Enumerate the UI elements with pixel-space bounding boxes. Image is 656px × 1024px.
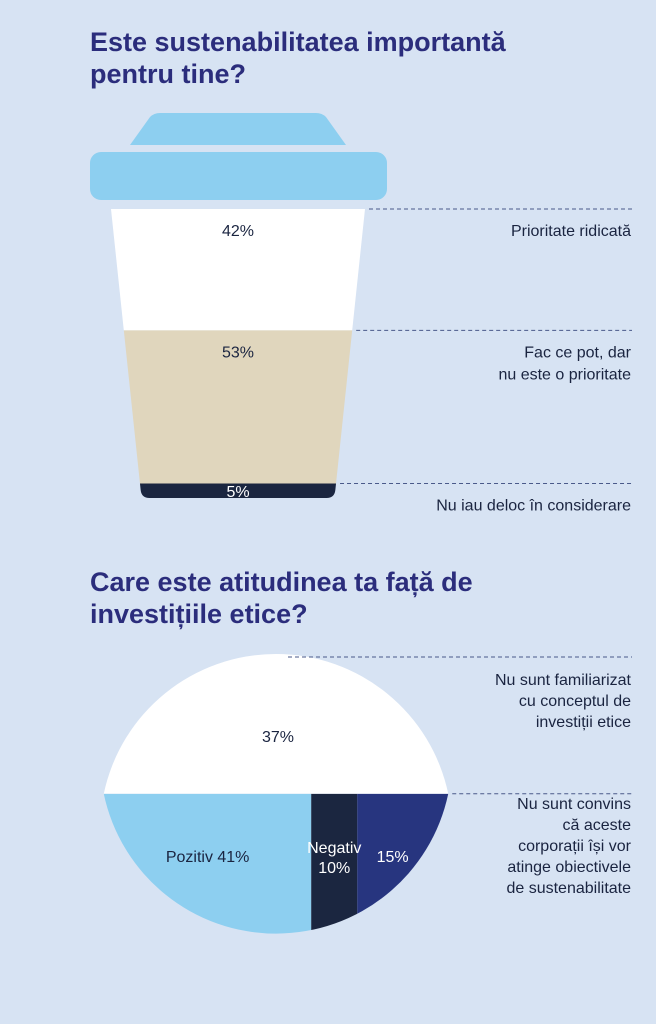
pie-slice-nu-3: [357, 793, 449, 934]
pie-category-label-unfamiliar: Nu sunt familiarizat: [495, 672, 632, 689]
cup-category-label-3: Nu iau deloc în considerare: [436, 498, 631, 515]
cup-segment-1: [111, 209, 365, 331]
pie-category-label-unconvinced: de sustenabilitate: [506, 880, 631, 897]
pie-category-label-unconvinced: Nu sunt convins: [517, 796, 631, 813]
pie-value-label-2: 10%: [318, 860, 350, 877]
cup-value-label-2: 53%: [222, 344, 254, 361]
pie-category-label-unconvinced: atinge obiectivele: [507, 859, 631, 876]
pie-value-label-2: Negativ: [307, 840, 361, 857]
pie-slice-pozitiv-1: [103, 793, 312, 934]
cup-segment-2: [123, 330, 353, 484]
pie-chart: 37% Pozitiv 41% Negativ 10% 15% Nu sunt famil…: [103, 653, 632, 934]
pie-value-label-unfamiliar: 37%: [262, 729, 294, 746]
pie-value-label-1: Pozitiv 41%: [166, 849, 250, 866]
cup-lid: [90, 152, 387, 200]
cup-lid-top: [130, 113, 346, 145]
pie-lower-region: [103, 793, 449, 934]
pie-category-label-unconvinced: că aceste: [563, 817, 632, 834]
cup-category-label-2: Fac ce pot, dar: [524, 344, 631, 361]
cup-category-label-1: Prioritate ridicată: [511, 223, 631, 240]
pie-slice-negativ-2: [311, 793, 358, 934]
cup-category-label-2: nu este o prioritate: [498, 366, 631, 383]
pie-chart-title: Care este atitudinea ta față de investiț…: [90, 567, 473, 629]
pie-slice-unfamiliar: [103, 653, 449, 794]
cup-segment-3: [139, 483, 337, 498]
cup-value-label-3: 5%: [226, 484, 249, 501]
cup-chart-title: Este sustenabilitatea importantă pentru …: [90, 27, 506, 89]
pie-category-label-unfamiliar: cu conceptul de: [519, 693, 631, 710]
pie-value-label-3: 15%: [377, 849, 409, 866]
cup-value-label-1: 42%: [222, 223, 254, 240]
cup-chart: 42% Prioritate ridicată 53% Fac ce pot, dar…: [90, 113, 632, 515]
pie-category-label-unfamiliar: investiții etice: [536, 714, 631, 731]
pie-category-label-unconvinced: corporații își vor: [518, 838, 632, 855]
